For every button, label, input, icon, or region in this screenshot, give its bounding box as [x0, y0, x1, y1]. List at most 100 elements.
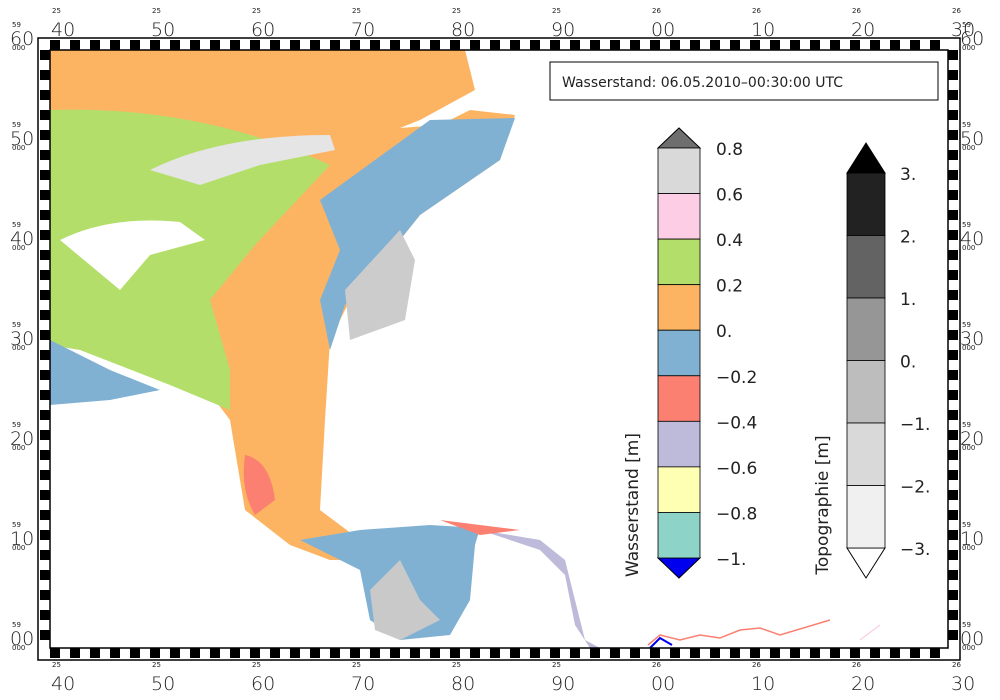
checker	[310, 648, 320, 658]
y-tick-suffix: 000	[962, 344, 975, 352]
checker	[40, 230, 50, 240]
colorbar-tick-label: 0.2	[716, 277, 743, 297]
x-tick-prefix: 25	[552, 7, 561, 15]
checker	[948, 610, 958, 620]
checker	[40, 430, 50, 440]
colorbar-tick-label: 0.4	[716, 231, 743, 251]
checker	[890, 40, 900, 50]
y-tick-suffix: 000	[12, 544, 25, 552]
checker	[40, 250, 50, 260]
checker	[710, 40, 720, 50]
y-tick-label: 30	[960, 328, 984, 350]
x-tick-prefix: 25	[252, 7, 261, 15]
colorbar-tick-label: −0.6	[716, 459, 757, 479]
colorbar-segment	[846, 422, 886, 486]
checker	[948, 450, 958, 460]
checker	[370, 40, 380, 50]
y-tick-prefix: 59	[12, 321, 21, 329]
colorbar-label: Wasserstand [m]	[623, 433, 643, 577]
checker	[690, 648, 700, 658]
checker	[670, 40, 680, 50]
checker	[790, 648, 800, 658]
checker	[40, 510, 50, 520]
checker	[270, 40, 280, 50]
checker	[650, 40, 660, 50]
colorbar-tick-label: −3.	[900, 540, 930, 560]
checker	[948, 330, 958, 340]
x-tick-prefix: 26	[652, 7, 661, 15]
checker	[590, 40, 600, 50]
checker	[50, 40, 60, 50]
checker	[530, 648, 540, 658]
water-green	[50, 109, 330, 410]
checker	[40, 130, 50, 140]
checker	[110, 40, 120, 50]
x-tick-label: 10	[751, 673, 775, 695]
checker	[40, 470, 50, 480]
y-tick-suffix: 000	[962, 44, 975, 52]
y-tick-suffix: 000	[962, 544, 975, 552]
checker	[790, 40, 800, 50]
checker	[130, 648, 140, 658]
y-tick-prefix: 59	[12, 221, 21, 229]
colorbar-tick-label: 0.8	[716, 140, 743, 160]
checker	[330, 648, 340, 658]
checker	[948, 70, 958, 80]
y-tick-suffix: 000	[962, 244, 975, 252]
colorbar-segment	[846, 235, 886, 299]
y-tick-suffix: 000	[12, 244, 25, 252]
x-tick-label: 70	[351, 19, 375, 41]
checker	[310, 40, 320, 50]
checker	[948, 510, 958, 520]
checker	[190, 648, 200, 658]
checker	[510, 648, 520, 658]
x-tick-prefix: 26	[652, 661, 661, 669]
checker	[230, 648, 240, 658]
colorbar-tick-label: 3.	[900, 165, 916, 185]
checker	[290, 40, 300, 50]
checker	[910, 40, 920, 50]
checker	[330, 40, 340, 50]
checker	[948, 570, 958, 580]
x-tick-prefix: 26	[852, 7, 861, 15]
checker	[490, 648, 500, 658]
y-tick-label: 40	[10, 228, 34, 250]
y-tick-prefix: 59	[12, 421, 21, 429]
map-area	[50, 50, 948, 649]
checker	[948, 490, 958, 500]
y-tick-label: 40	[960, 228, 984, 250]
y-tick-label: 00	[10, 628, 34, 650]
x-tick-prefix: 25	[252, 661, 261, 669]
checker	[40, 530, 50, 540]
x-tick-label: 90	[551, 19, 575, 41]
colorbar-segment	[657, 238, 701, 286]
colorbar-segment	[657, 466, 701, 513]
checker	[770, 648, 780, 658]
x-tick-prefix: 26	[952, 7, 961, 15]
checker	[948, 410, 958, 420]
checker	[170, 40, 180, 50]
y-tick-label: 20	[10, 428, 34, 450]
x-tick-prefix: 26	[752, 7, 761, 15]
checker	[930, 648, 940, 658]
checker	[570, 648, 580, 658]
checker	[730, 40, 740, 50]
checker	[430, 648, 440, 658]
checker	[948, 470, 958, 480]
y-tick-suffix: 000	[12, 44, 25, 52]
checker	[670, 648, 680, 658]
checker	[710, 648, 720, 658]
x-tick-prefix: 25	[52, 7, 61, 15]
y-tick-prefix: 59	[962, 21, 971, 29]
checker	[948, 290, 958, 300]
y-tick-label: 10	[960, 528, 984, 550]
y-tick-suffix: 000	[12, 644, 25, 652]
checker	[630, 648, 640, 658]
checker	[150, 648, 160, 658]
checker	[170, 648, 180, 658]
y-tick-suffix: 000	[12, 444, 25, 452]
y-tick-prefix: 59	[12, 621, 21, 629]
checker	[210, 40, 220, 50]
colorbar-tick-label: 0.	[900, 353, 916, 373]
